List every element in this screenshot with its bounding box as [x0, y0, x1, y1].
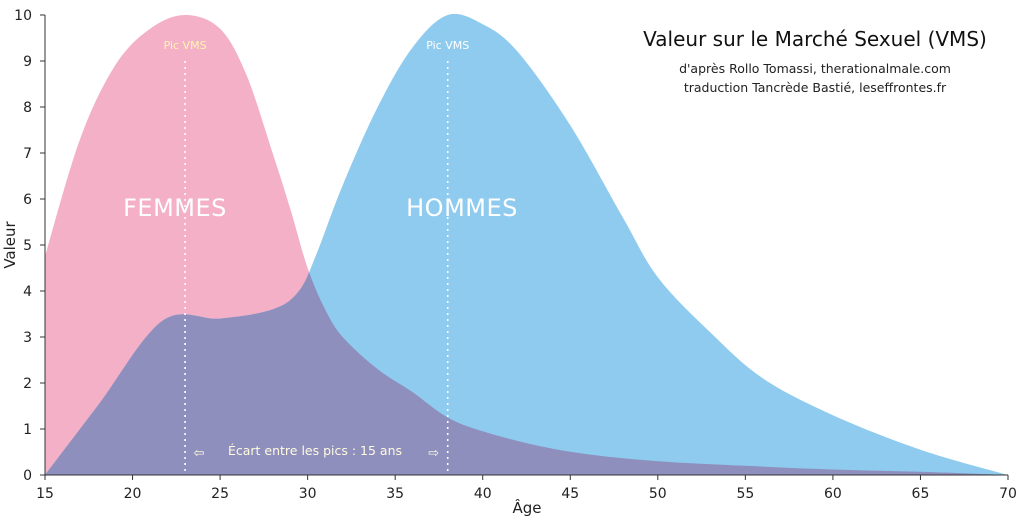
y-tick-label: 3 — [23, 330, 32, 346]
left-arrow-icon: ⇦ — [194, 446, 205, 461]
y-tick-label: 4 — [23, 284, 32, 300]
x-tick-label: 50 — [649, 486, 667, 502]
right-arrow-icon: ⇨ — [428, 446, 439, 461]
peak-gap-label: Écart entre les pics : 15 ans — [228, 443, 402, 458]
y-tick-label: 5 — [23, 238, 32, 254]
series-label-hommes: HOMMES — [406, 194, 518, 222]
x-tick-label: 60 — [824, 486, 842, 502]
y-tick-label: 10 — [14, 8, 32, 24]
x-tick-label: 70 — [999, 486, 1017, 502]
x-tick-label: 35 — [386, 486, 404, 502]
y-tick-label: 1 — [23, 422, 32, 438]
x-tick-label: 65 — [912, 486, 930, 502]
y-tick-label: 9 — [23, 54, 32, 70]
y-tick-label: 8 — [23, 100, 32, 116]
chart-title: Valeur sur le Marché Sexuel (VMS) — [643, 27, 987, 51]
y-tick-label: 2 — [23, 376, 32, 392]
x-tick-label: 55 — [736, 486, 754, 502]
y-tick-label: 7 — [23, 146, 32, 162]
x-axis-title: Âge — [512, 498, 541, 517]
chart-subtitle-line-1: d'après Rollo Tomassi, therationalmale.c… — [679, 61, 951, 76]
peak-label-femmes: Pic VMS — [164, 39, 207, 52]
x-tick-label: 40 — [474, 486, 492, 502]
x-tick-label: 25 — [211, 486, 229, 502]
y-axis-title: Valeur — [1, 220, 19, 268]
x-tick-label: 20 — [124, 486, 142, 502]
x-tick-label: 30 — [299, 486, 317, 502]
x-tick-label: 15 — [36, 486, 54, 502]
y-tick-label: 6 — [23, 192, 32, 208]
series-label-femmes: FEMMES — [123, 194, 227, 222]
y-tick-label: 0 — [23, 468, 32, 484]
chart-subtitle-line-2: traduction Tancrède Bastié, leseffrontes… — [684, 80, 947, 95]
peak-label-hommes: Pic VMS — [426, 39, 469, 52]
x-tick-label: 45 — [561, 486, 579, 502]
